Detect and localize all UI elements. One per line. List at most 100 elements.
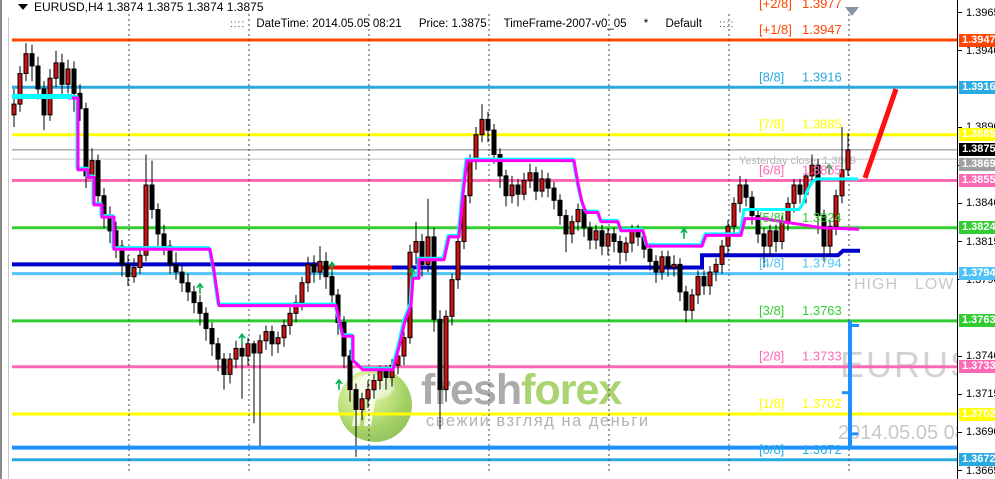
candle-body	[539, 178, 545, 192]
candle-body	[191, 291, 197, 304]
axis-price-tag: 1.3916	[959, 80, 995, 94]
candle-body	[761, 233, 767, 247]
candle-body	[227, 358, 233, 375]
candle-body	[785, 202, 791, 223]
candle-body	[605, 233, 611, 247]
candle-body	[65, 68, 71, 85]
candle-body	[83, 108, 89, 177]
candle-body	[353, 389, 359, 410]
yesterday-close-label: Yesterday close: 1.3869	[739, 155, 857, 167]
axis-price-tag: 1.3885	[959, 128, 995, 142]
candle-body	[17, 73, 23, 105]
buy-arrow-icon	[680, 227, 688, 239]
candle-body	[221, 358, 227, 375]
candle-body	[647, 248, 653, 262]
candle-body	[437, 318, 443, 391]
drag-handle-right-icon[interactable]: ::::	[719, 19, 735, 30]
candle-body	[323, 260, 329, 278]
murrey-level-name: [3/8]	[759, 303, 784, 318]
candle-body	[689, 294, 695, 311]
murrey-level-name: [2/8]	[759, 349, 784, 364]
candle-body	[239, 347, 245, 357]
forecast-arrow	[862, 88, 899, 179]
candle-body	[569, 221, 575, 235]
candle-body	[341, 321, 347, 357]
candle-body	[629, 230, 635, 244]
candle-body	[425, 236, 431, 265]
murrey-level-value: 1.3855	[802, 162, 842, 177]
candle-body	[503, 175, 509, 197]
candle-body	[125, 263, 131, 278]
murrey-level-value: 1.3916	[802, 69, 842, 84]
candle-body	[665, 256, 671, 268]
candle-body	[707, 271, 713, 287]
candle-body	[563, 215, 569, 235]
murrey-level-name: [0/8]	[759, 442, 784, 457]
murrey-level-value: 1.3794	[802, 256, 842, 271]
axis-price-tag: 1.3869	[959, 157, 995, 171]
drag-handle-icon[interactable]: ::::	[230, 19, 246, 30]
candle-body	[443, 315, 449, 391]
candle-body	[479, 118, 485, 136]
candle-body	[473, 134, 479, 162]
candle-body	[53, 62, 59, 79]
candle-body	[743, 184, 749, 198]
candle-body	[815, 164, 821, 217]
axis-price-tag: 1.3763	[959, 314, 995, 328]
candle-body	[797, 184, 803, 195]
candle-body	[839, 169, 845, 197]
axis-price-tag: 1.3672	[959, 453, 995, 467]
candle-body	[671, 263, 677, 268]
candle-body	[617, 241, 623, 253]
candle-body	[521, 180, 527, 195]
candle-body	[467, 160, 473, 197]
symbol-ohlc-title: EURUSD,H4 1.3874 1.3875 1.3874 1.3875	[34, 0, 264, 14]
axis-tick-mark	[958, 202, 962, 204]
candle-body	[527, 172, 533, 181]
axis-tick-mark	[958, 12, 962, 14]
murrey-level-name: [8/8]	[759, 69, 784, 84]
candle-body	[821, 215, 827, 247]
star-label: *	[643, 18, 649, 30]
candle-body	[557, 199, 563, 217]
candle-body	[593, 230, 599, 241]
axis-tick-label: 1.3815	[966, 235, 995, 248]
candle-body	[485, 118, 491, 131]
candle-body	[251, 343, 257, 354]
murrey-level-value: 1.3824	[802, 210, 842, 225]
murrey-level-value: 1.3702	[802, 396, 842, 411]
axis-tick-mark	[958, 393, 962, 395]
axis-tick-label: 1.3690	[966, 426, 995, 439]
murrey-level-name: [6/8]	[759, 162, 784, 177]
default-label[interactable]: Default	[665, 18, 702, 30]
axis-tick-mark	[958, 241, 962, 243]
candle-body	[419, 241, 425, 265]
murrey-level-value: 1.3947	[802, 22, 842, 37]
axis-tick-label: 1.3840	[966, 197, 995, 210]
date-watermark: 2014.05.05 08:2	[838, 422, 957, 444]
axis-price-tag: 1.3947	[959, 33, 995, 47]
candle-body	[497, 154, 503, 177]
candle-body	[701, 276, 707, 287]
murrey-level-value: 1.3977	[802, 0, 842, 11]
candle-body	[197, 302, 203, 314]
murrey-level-value: 1.3763	[802, 303, 842, 318]
scroll-to-end-icon[interactable]	[845, 7, 859, 16]
axis-price-tag: 1.3733	[959, 360, 995, 374]
candle-body	[287, 312, 293, 326]
ma-magenta-line	[68, 96, 860, 372]
candle-body	[35, 65, 41, 90]
candle-body	[209, 328, 215, 345]
candle-body	[203, 312, 209, 330]
chart-title-bar: EURUSD,H4 1.3874 1.3875 1.3874 1.3875	[2, 0, 995, 17]
candle-body	[281, 325, 287, 339]
collapse-triangle-icon[interactable]	[18, 4, 28, 11]
axis-tick-label: 1.3665	[966, 464, 995, 477]
axis-tick-label: 1.3940	[966, 44, 995, 57]
buy-arrow-icon	[238, 332, 246, 345]
price-label: Price: 1.3875	[418, 18, 487, 30]
datetime-label: DateTime: 2014.05.05 08:21	[256, 18, 402, 30]
candle-body	[155, 209, 161, 235]
candle-body	[71, 68, 77, 94]
